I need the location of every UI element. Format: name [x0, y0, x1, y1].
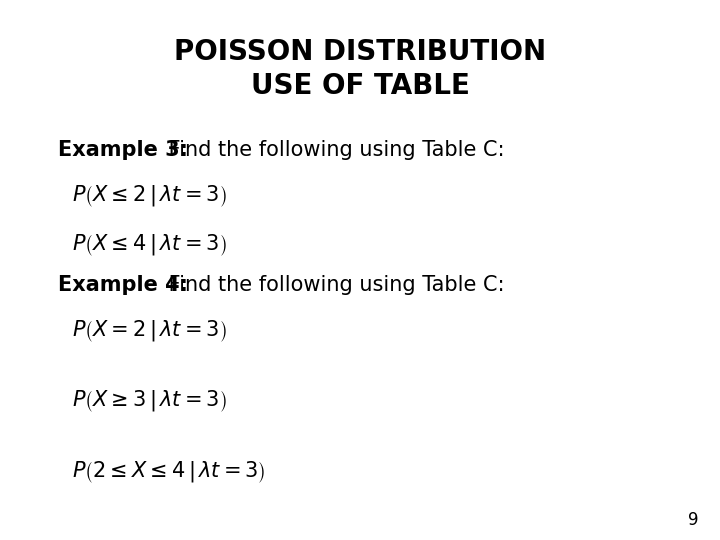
- Text: 9: 9: [688, 511, 698, 529]
- Text: $P\left(X \leq 2\,|\,\lambda t=3\right)$: $P\left(X \leq 2\,|\,\lambda t=3\right)$: [72, 184, 227, 209]
- Text: Find the following using Table C:: Find the following using Table C:: [162, 140, 505, 160]
- Text: Example 3:: Example 3:: [58, 140, 188, 160]
- Text: $P\left(X = 2\,|\,\lambda t=3\right)$: $P\left(X = 2\,|\,\lambda t=3\right)$: [72, 319, 227, 344]
- Text: Example 4:: Example 4:: [58, 275, 188, 295]
- Text: $P\left(X \geq 3\,|\,\lambda t=3\right)$: $P\left(X \geq 3\,|\,\lambda t=3\right)$: [72, 389, 227, 414]
- Text: POISSON DISTRIBUTION
USE OF TABLE: POISSON DISTRIBUTION USE OF TABLE: [174, 38, 546, 100]
- Text: $P\left(X \leq 4\,|\,\lambda t=3\right)$: $P\left(X \leq 4\,|\,\lambda t=3\right)$: [72, 232, 227, 258]
- Text: $P\left(2 \leq X \leq 4\,|\,\lambda t=3\right)$: $P\left(2 \leq X \leq 4\,|\,\lambda t=3\…: [72, 459, 266, 484]
- Text: Find the following using Table C:: Find the following using Table C:: [162, 275, 505, 295]
